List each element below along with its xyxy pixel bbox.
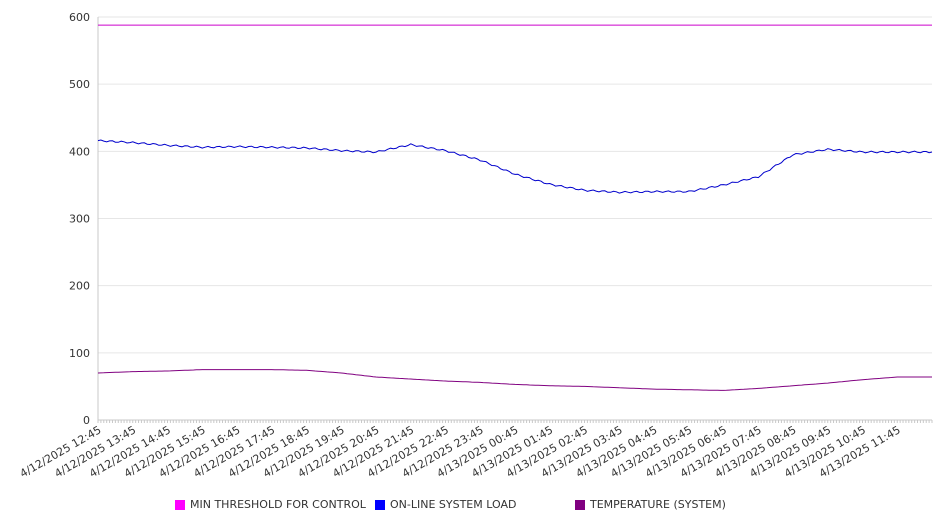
series-line-system-load (97, 139, 933, 194)
y-tick-label: 300 (69, 213, 90, 226)
gridlines (98, 16, 932, 354)
legend: MIN THRESHOLD FOR CONTROL ON-LINE SYSTEM… (0, 498, 946, 514)
y-tick-label: 0 (83, 414, 90, 427)
series-line-temperature (97, 369, 932, 391)
legend-item-temperature[interactable]: TEMPERATURE (SYSTEM) (575, 498, 726, 511)
legend-label-system-load: ON-LINE SYSTEM LOAD (390, 498, 517, 511)
y-tick-label: 600 (69, 11, 90, 24)
legend-swatch-min-threshold (175, 499, 185, 510)
y-tick-label: 500 (69, 78, 90, 91)
legend-swatch-system-load (375, 499, 385, 510)
y-tick-label: 200 (69, 280, 90, 293)
legend-label-temperature: TEMPERATURE (SYSTEM) (590, 498, 726, 511)
y-tick-label: 400 (69, 145, 90, 158)
y-tick-labels: 0 100 200 300 400 500 600 (69, 11, 90, 427)
y-tick-label: 100 (69, 347, 90, 360)
series-lines (97, 24, 933, 391)
x-tick-labels: 4/12/2025 12:454/12/2025 13:454/12/2025 … (18, 423, 903, 480)
legend-item-system-load[interactable]: ON-LINE SYSTEM LOAD (375, 498, 516, 511)
legend-swatch-temperature (575, 499, 585, 510)
axes (97, 17, 933, 423)
legend-item-min-threshold[interactable]: MIN THRESHOLD FOR CONTROL (175, 498, 366, 511)
legend-label-min-threshold: MIN THRESHOLD FOR CONTROL (190, 498, 366, 511)
